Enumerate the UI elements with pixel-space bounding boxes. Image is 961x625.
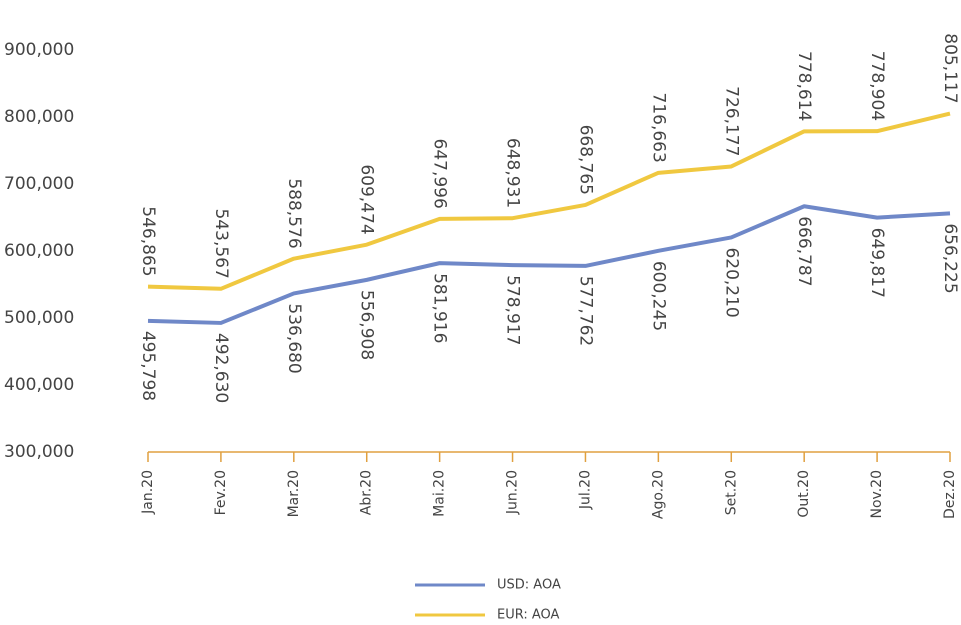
x-tick-label: Nov.20 — [869, 470, 885, 519]
y-tick-label: 300,000 — [4, 442, 74, 462]
data-label: 649,817 — [867, 228, 887, 298]
data-label: 668,765 — [575, 125, 595, 195]
x-tick-label: Abr.20 — [359, 470, 375, 515]
x-tick-label: Ago.20 — [650, 470, 666, 519]
data-label: 778,614 — [794, 51, 814, 121]
x-tick-label: Jul.20 — [577, 470, 593, 510]
x-tick-label: Dez.20 — [942, 470, 958, 519]
data-label: 495,798 — [138, 331, 158, 401]
x-tick-label: Fev.20 — [213, 470, 229, 515]
data-label: 536,680 — [284, 303, 304, 373]
y-tick-label: 500,000 — [4, 308, 74, 328]
y-tick-label: 600,000 — [4, 241, 74, 261]
data-label: 778,904 — [867, 51, 887, 121]
data-label: 716,663 — [648, 93, 668, 163]
data-label: 600,245 — [648, 261, 668, 331]
data-label: 492,630 — [211, 333, 231, 403]
data-label: 588,576 — [284, 178, 304, 248]
series-line — [147, 111, 951, 291]
data-label: 648,931 — [503, 138, 523, 208]
data-label: 647,996 — [430, 139, 450, 209]
y-tick-label: 700,000 — [4, 174, 74, 194]
data-label: 578,917 — [503, 275, 523, 345]
y-tick-label: 900,000 — [4, 40, 74, 60]
data-label: 581,916 — [430, 273, 450, 343]
y-tick-label: 400,000 — [4, 375, 74, 395]
data-label: 556,908 — [357, 290, 377, 360]
data-label: 543,567 — [211, 208, 231, 278]
x-tick-label: Mar.20 — [286, 470, 302, 517]
data-label: 546,865 — [138, 206, 158, 276]
x-tick-label: Mai.20 — [432, 470, 448, 517]
data-label: 620,210 — [721, 247, 741, 317]
series-line — [147, 204, 951, 325]
data-label: 726,177 — [721, 86, 741, 156]
x-tick-label: Set.20 — [723, 470, 739, 515]
x-tick-label: Jun.20 — [505, 470, 521, 515]
legend-label: EUR: AOA — [497, 608, 560, 623]
x-tick-label: Out.20 — [796, 470, 812, 518]
x-tick-label: Jan.20 — [140, 470, 156, 515]
data-label: 609,474 — [357, 164, 377, 234]
data-label: 656,225 — [940, 223, 960, 293]
data-label: 577,762 — [575, 276, 595, 346]
data-label: 666,787 — [794, 216, 814, 286]
y-tick-label: 800,000 — [4, 107, 74, 127]
legend-label: USD: AOA — [497, 578, 561, 593]
data-label: 805,117 — [940, 33, 960, 103]
